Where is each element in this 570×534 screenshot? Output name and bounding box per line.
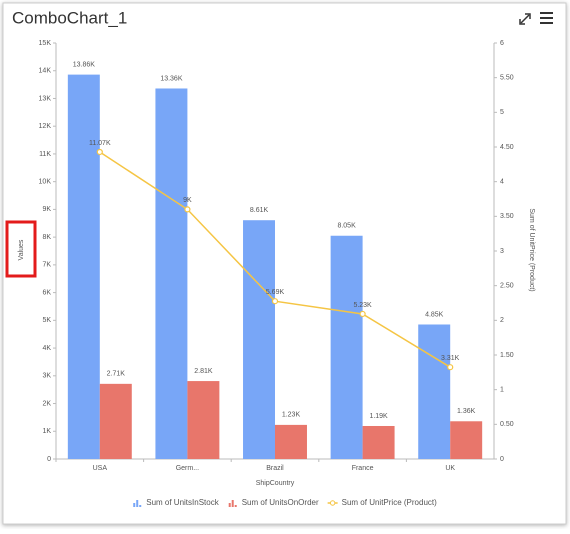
y-tick-label: 13K	[39, 95, 52, 102]
bar	[243, 220, 275, 459]
line-marker	[359, 310, 366, 318]
x-tick-label: UK	[445, 465, 455, 472]
y-tick-label: 8K	[42, 234, 51, 241]
legend-icon	[133, 503, 136, 507]
data-label: 1.19K	[369, 413, 388, 420]
bar	[275, 424, 307, 459]
y2-tick-label: 2	[500, 317, 504, 324]
bar	[418, 324, 451, 459]
y2-tick-label: 4	[500, 179, 504, 186]
y2-tick-label: 5	[500, 109, 504, 116]
y-tick-label: 4K	[42, 345, 51, 352]
legend-label: Sum of UnitsInStock	[146, 498, 219, 507]
line-marker	[271, 298, 279, 305]
legend-item: Sum of UnitsOnOrder	[228, 498, 319, 507]
legend-icon	[228, 503, 231, 507]
bar	[187, 381, 220, 459]
data-label: 8.05K	[337, 223, 356, 230]
y-tick-label: 15K	[39, 40, 52, 47]
data-label: 13.36K	[160, 75, 183, 82]
y2-tick-label: 1	[500, 387, 504, 394]
x-tick-label: France	[352, 465, 374, 472]
legend-item: Sum of UnitsInStock	[133, 498, 220, 507]
legend-label: Sum of UnitPrice (Product)	[342, 498, 437, 507]
y2-tick-label: 3.50	[500, 213, 514, 220]
legend-item: Sum of UnitPrice (Product)	[327, 498, 437, 507]
legend-icon	[234, 505, 237, 507]
bar	[67, 74, 100, 459]
data-label: 9K	[183, 197, 192, 204]
line-marker	[447, 364, 454, 371]
y-tick-label: 6K	[42, 289, 51, 296]
y2-tick-label: 0.50	[500, 421, 514, 428]
y-tick-label: 9K	[42, 206, 51, 213]
data-label: 13.86K	[73, 61, 96, 68]
expand-icon[interactable]	[519, 13, 531, 25]
y2-tick-label: 2.50	[500, 283, 514, 290]
bar	[362, 425, 395, 459]
y-tick-label: 3K	[42, 373, 51, 380]
x-axis-title: ShipCountry	[256, 480, 295, 487]
bar	[155, 88, 188, 459]
bar	[330, 235, 363, 459]
bar	[450, 421, 483, 459]
data-label: 11.07K	[89, 140, 111, 147]
legend-icon	[231, 500, 234, 507]
legend: Sum of UnitsInStock Sum of UnitsOnOrder Su…	[133, 498, 437, 507]
data-label: 2.71K	[107, 371, 126, 378]
data-label: 5.23K	[353, 302, 372, 309]
data-label: 1.36K	[457, 408, 476, 415]
line-marker	[96, 148, 103, 156]
legend-icon	[139, 505, 142, 507]
y-tick-label: 1K	[42, 428, 51, 435]
y2-tick-label: 6	[500, 40, 504, 47]
y-tick-label: 10K	[39, 179, 52, 186]
data-label: 1.23K	[282, 412, 301, 419]
y-tick-label: 2K	[42, 400, 51, 407]
y2-tick-label: 5.50	[500, 75, 514, 82]
x-tick-label: USA	[93, 465, 108, 472]
y-tick-label: 14K	[39, 68, 52, 75]
y-tick-label: 11K	[39, 151, 51, 158]
legend-icon	[136, 500, 139, 507]
x-tick-label: Germ...	[176, 465, 199, 472]
y-tick-label: 7K	[42, 262, 51, 269]
line-marker	[184, 206, 191, 213]
x-tick-label: Brazil	[266, 465, 284, 472]
y-tick-label: 12K	[39, 123, 52, 130]
bar	[99, 383, 132, 459]
data-label: 8.61K	[250, 207, 269, 214]
chart-title: ComboChart_1	[12, 8, 127, 27]
highlight-box	[5, 220, 37, 278]
y2-tick-label: 0	[500, 456, 504, 463]
menu-icon[interactable]	[540, 12, 553, 24]
y2-tick-label: 3	[500, 248, 504, 255]
data-label: 3.31K	[441, 355, 460, 362]
data-label: 5.69K	[266, 289, 285, 296]
y-tick-label: 0	[47, 456, 51, 463]
data-label: 4.85K	[425, 311, 444, 318]
y2-tick-label: 1.50	[500, 352, 514, 359]
y-tick-label: 5K	[42, 317, 51, 324]
y2-tick-label: 4.50	[500, 144, 514, 151]
y-axis-title: Values	[18, 239, 25, 260]
y2-axis-title: Sum of UnitPrice (Product)	[528, 208, 535, 291]
legend-label: Sum of UnitsOnOrder	[242, 498, 319, 507]
data-label: 2.81K	[194, 368, 213, 375]
legend-icon	[329, 500, 336, 506]
